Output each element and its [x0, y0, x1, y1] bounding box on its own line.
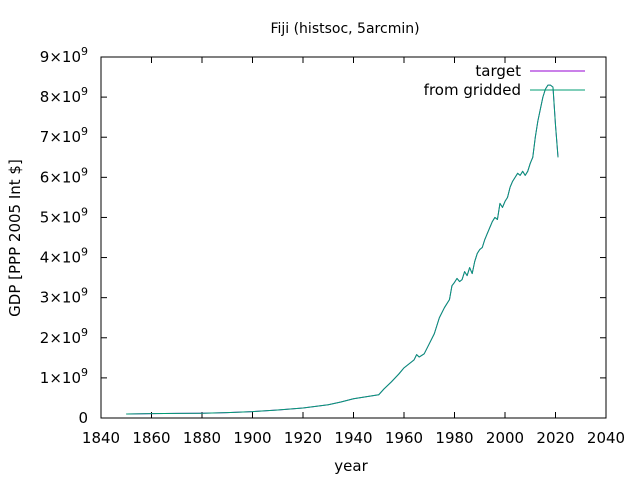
- y-tick-mantissa: 4×10: [40, 249, 81, 267]
- y-tick-mantissa: 6×10: [40, 168, 81, 186]
- y-tick-exponent: 9: [81, 326, 88, 339]
- x-tick-label: 1900: [233, 429, 271, 447]
- y-tick-mantissa: 8×10: [40, 88, 81, 106]
- legend-label-1: from gridded: [424, 81, 521, 99]
- x-tick-label: 1880: [183, 429, 221, 447]
- y-tick-label: 1×109: [40, 366, 88, 387]
- y-tick-label: 2×109: [40, 326, 88, 347]
- x-tick-label: 1960: [385, 429, 423, 447]
- y-tick-label: 5×109: [40, 205, 88, 226]
- y-tick-mantissa: 5×10: [40, 208, 81, 226]
- series-line-0: [126, 84, 559, 415]
- y-tick-exponent: 9: [81, 125, 88, 138]
- x-tick-label: 1980: [435, 429, 473, 447]
- y-tick-exponent: 9: [81, 366, 88, 379]
- x-tick-label: 1920: [284, 429, 322, 447]
- y-tick-mantissa: 7×10: [40, 128, 81, 146]
- series-line-1: [126, 84, 559, 415]
- y-tick-label: 9×109: [40, 45, 88, 66]
- plot-frame: [100, 56, 607, 419]
- y-tick-label: 8×109: [40, 85, 88, 106]
- x-axis-label: year: [334, 457, 368, 475]
- y-tick-exponent: 9: [81, 165, 88, 178]
- y-tick-label: 6×109: [40, 165, 88, 186]
- chart-title: Fiji (histsoc, 5arcmin): [270, 21, 419, 37]
- y-tick-label: 7×109: [40, 125, 88, 146]
- legend-label-0: target: [475, 62, 521, 80]
- y-tick-label: 0: [78, 409, 88, 427]
- x-tick-label: 1840: [82, 429, 120, 447]
- y-tick-exponent: 9: [81, 286, 88, 299]
- tick-layer: 1840 1860 1880 1900 1920 1940 1960 1980 2000 2020…: [40, 45, 625, 447]
- y-tick-mantissa: 9×10: [40, 48, 81, 66]
- y-tick-exponent: 9: [81, 85, 88, 98]
- x-tick-label: 1940: [334, 429, 372, 447]
- y-tick-mantissa: 3×10: [40, 289, 81, 307]
- y-tick-mantissa: 0: [78, 409, 88, 427]
- x-tick-label: 1860: [132, 429, 170, 447]
- y-tick-label: 4×109: [40, 246, 88, 267]
- x-tick-label: 2020: [536, 429, 574, 447]
- y-tick-exponent: 9: [81, 246, 88, 259]
- series-layer: [126, 84, 559, 415]
- x-tick-label: 2000: [486, 429, 524, 447]
- y-tick-label: 3×109: [40, 286, 88, 307]
- y-tick-mantissa: 2×10: [40, 329, 81, 347]
- y-tick-exponent: 9: [81, 45, 88, 58]
- x-tick-label: 2040: [587, 429, 625, 447]
- y-tick-exponent: 9: [81, 205, 88, 218]
- y-axis-label: GDP [PPP 2005 Int $]: [6, 159, 24, 317]
- y-tick-mantissa: 1×10: [40, 369, 81, 387]
